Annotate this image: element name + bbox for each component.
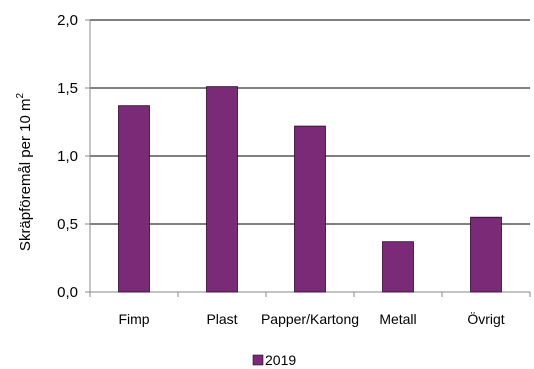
bar	[206, 86, 238, 293]
x-category-label: Papper/Kartong	[261, 311, 359, 327]
bar	[118, 105, 150, 293]
y-tick-labels: 0,0 0,5 1,0 1,5 2,0	[57, 12, 78, 301]
bar	[470, 216, 502, 293]
y-tick-label: 1,5	[57, 80, 78, 97]
x-category-label: Metall	[379, 311, 416, 327]
legend-label: 2019	[265, 352, 296, 368]
legend: 2019	[252, 352, 296, 368]
x-category-label: Fimp	[118, 311, 149, 327]
bars	[118, 86, 502, 293]
x-category-label: Övrigt	[467, 310, 504, 327]
y-tick-label: 0,0	[57, 284, 78, 301]
y-tick-label: 0,5	[57, 216, 78, 233]
bar	[294, 125, 326, 293]
y-axis-title-text: Skräpföremål per 10 m	[17, 98, 34, 251]
y-axis-title: Skräpföremål per 10 m2	[15, 92, 34, 251]
y-tick-label: 2,0	[57, 12, 78, 29]
y-axis-title-superscript: 2	[15, 92, 26, 98]
bar	[382, 241, 414, 293]
legend-swatch	[252, 354, 264, 366]
x-category-label: Plast	[206, 311, 237, 327]
y-tick-label: 1,0	[57, 148, 78, 165]
x-category-labels: Fimp Plast Papper/Kartong Metall Övrigt	[118, 310, 504, 327]
